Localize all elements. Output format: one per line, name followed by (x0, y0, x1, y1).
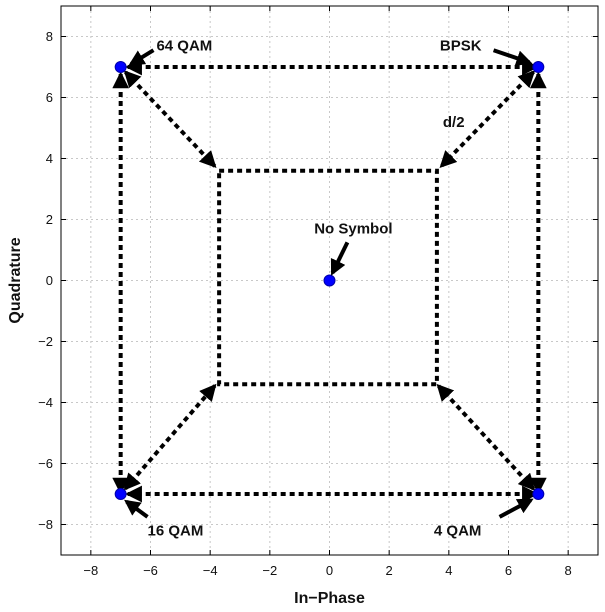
annotation-label: 16 QAM (148, 523, 204, 540)
x-tick-label: −6 (143, 563, 158, 578)
annotation-label: d/2 (443, 114, 465, 131)
y-tick-label: 0 (46, 273, 53, 288)
constellation-point (114, 61, 127, 73)
x-axis-title: In−Phase (294, 590, 365, 607)
inner-dashed-square (217, 168, 439, 387)
annotation-label: 4 QAM (434, 523, 482, 540)
dashed-arrow (436, 383, 536, 491)
constellation-point (532, 61, 545, 73)
constellation-point (323, 274, 336, 287)
dashed-arrow (439, 70, 536, 169)
y-tick-label: 4 (46, 151, 53, 166)
y-tick-label: 6 (46, 90, 53, 105)
y-tick-label: 2 (46, 212, 53, 227)
x-tick-label: 4 (445, 563, 452, 578)
y-tick-label: −6 (38, 456, 53, 471)
y-tick-label: 8 (46, 29, 53, 44)
dashed-arrow (123, 70, 217, 169)
x-tick-label: −8 (83, 563, 98, 578)
annotation-pointer-arrow (330, 241, 350, 276)
annotation-pointer-arrow (124, 499, 149, 519)
dashed-arrow (123, 383, 217, 491)
constellation-points (114, 61, 545, 500)
annotation-label: No Symbol (314, 221, 392, 238)
annotation-label: 64 QAM (156, 38, 212, 55)
annotation-pointer-arrow (498, 498, 534, 519)
y-tick-label: −4 (38, 395, 53, 410)
x-tick-label: 0 (326, 563, 333, 578)
constellation-point (114, 488, 127, 500)
dashed-arrows (112, 58, 547, 503)
x-tick-label: −4 (203, 563, 218, 578)
x-tick-label: 8 (565, 563, 572, 578)
x-tick-label: 2 (386, 563, 393, 578)
annotations: 64 QAM BPSK d/2 No Symbol 16 QAM 4 QAM (124, 38, 534, 540)
constellation-point (532, 488, 545, 500)
y-axis-title: Quadrature (7, 237, 24, 323)
x-tick-label: −2 (262, 563, 277, 578)
annotation-pointer-arrow (492, 48, 533, 66)
annotation-pointer-arrow (128, 48, 155, 66)
axis-ticks: −8 −6 −4 −2 0 2 4 6 8 −8 −6 −4 −2 0 2 4 6 8 (38, 6, 598, 578)
y-tick-label: −8 (38, 517, 53, 532)
annotation-label: BPSK (440, 38, 482, 55)
dashed-shapes (217, 168, 439, 387)
y-tick-label: −2 (38, 334, 53, 349)
x-tick-label: 6 (505, 563, 512, 578)
